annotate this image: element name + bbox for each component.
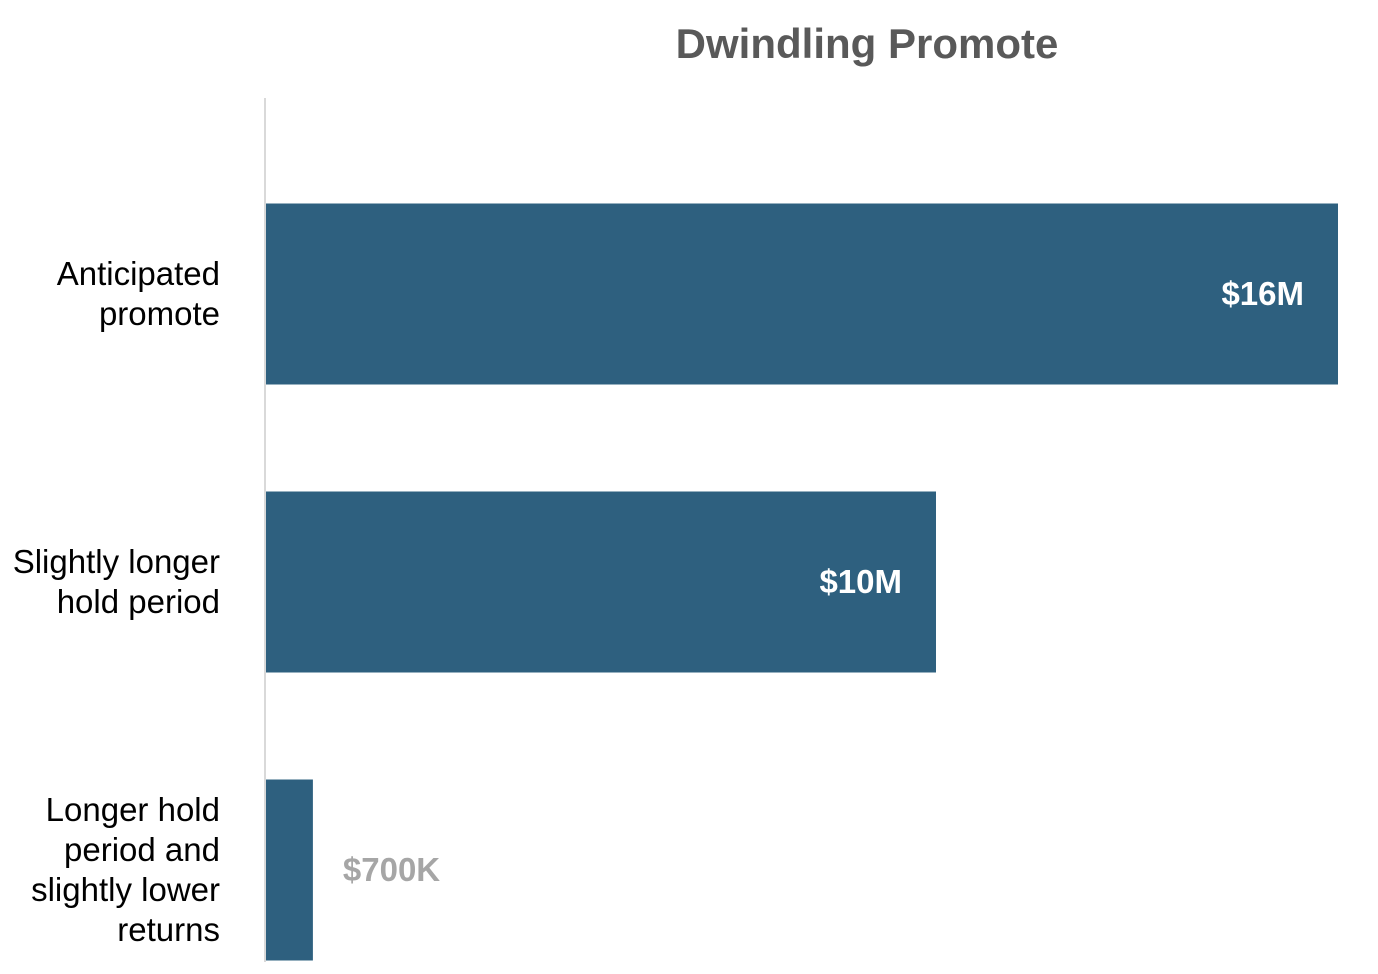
bar	[266, 491, 936, 673]
category-label-line: slightly lower	[31, 871, 220, 908]
data-label: $16M	[1221, 275, 1304, 312]
category-label: Anticipated promote	[57, 255, 220, 332]
bars-layer: $16M Anticipated promote $10M Slightly longe…	[13, 203, 1338, 961]
data-label: $700K	[343, 851, 440, 888]
category-label-line: period and	[64, 831, 220, 868]
chart-title: Dwindling Promote	[676, 20, 1059, 67]
category-label-line: returns	[117, 911, 220, 948]
category-label: Longer hold period and slightly lower retur…	[31, 791, 220, 948]
category-label-line: Slightly longer	[13, 543, 220, 580]
data-label: $10M	[819, 563, 902, 600]
category-label-line: Anticipated	[57, 255, 220, 292]
category-label: Slightly longer hold period	[13, 543, 220, 620]
category-label-line: promote	[99, 295, 220, 332]
category-label-line: Longer hold	[46, 791, 220, 828]
bar	[266, 779, 313, 961]
category-label-line: hold period	[57, 583, 220, 620]
bar	[266, 203, 1338, 385]
